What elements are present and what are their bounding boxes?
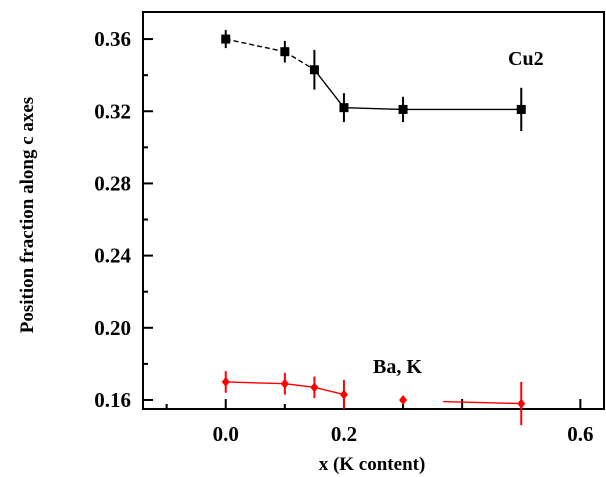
y-axis-title: Position fraction along c axes — [17, 97, 38, 333]
ba-k-data-point — [517, 399, 525, 409]
cu2-connector-line — [344, 108, 403, 110]
y-tick-label: 0.36 — [94, 27, 131, 51]
y-tick-label: 0.20 — [94, 316, 131, 340]
cu2-data-point — [339, 103, 348, 112]
ba-k-connector-line — [285, 384, 315, 388]
cu2-connector-line — [226, 39, 285, 52]
y-tick-label: 0.16 — [94, 388, 131, 412]
x-tick-label: 0.6 — [567, 422, 593, 446]
ba-k-data-point — [310, 382, 318, 392]
ba-k-data-point — [222, 377, 230, 387]
cu2-data-point — [310, 65, 319, 74]
x-tick-label: 0.0 — [213, 422, 239, 446]
cu2-connector-line — [314, 70, 344, 108]
x-axis-ticks: 0.0 0.2 0.6 — [167, 399, 594, 446]
ba-k-connector-line — [226, 382, 285, 384]
cu2-data-point — [280, 47, 289, 56]
cu2-data-point — [221, 35, 230, 44]
ba-k-data-point — [340, 390, 348, 400]
series-label-ba-k: Ba, K — [373, 356, 422, 378]
y-axis-ticks: 0.16 0.20 0.24 0.28 0.32 0.36 — [94, 27, 153, 412]
plot-area-border — [143, 12, 604, 409]
ba-k-connector-line — [443, 402, 521, 404]
ba-k-data-point — [281, 379, 289, 389]
y-tick-label: 0.32 — [94, 99, 131, 123]
ba-k-data-point — [399, 395, 407, 405]
cu2-data-point — [399, 105, 408, 114]
ba-k-connector-line — [314, 387, 344, 394]
x-axis-title: x (K content) — [319, 454, 426, 475]
cu2-data-point — [517, 105, 526, 114]
series-label-cu2: Cu2 — [508, 48, 544, 70]
y-tick-label: 0.24 — [94, 244, 131, 268]
y-tick-label: 0.28 — [94, 171, 131, 195]
plot-frame — [143, 12, 604, 409]
x-tick-label: 0.2 — [331, 422, 357, 446]
